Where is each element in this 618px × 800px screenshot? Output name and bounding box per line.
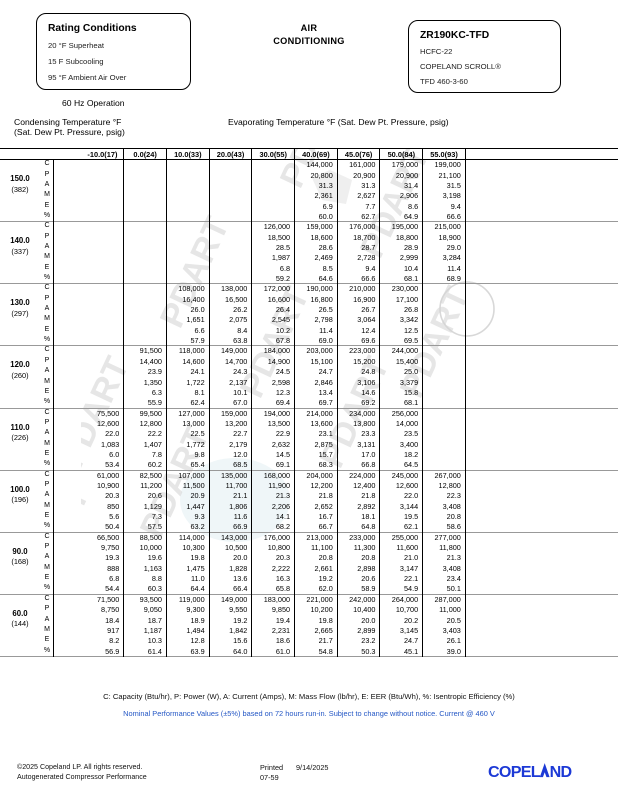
svg-text:COPEL: COPEL <box>488 763 541 781</box>
svg-text:ND: ND <box>550 763 572 781</box>
